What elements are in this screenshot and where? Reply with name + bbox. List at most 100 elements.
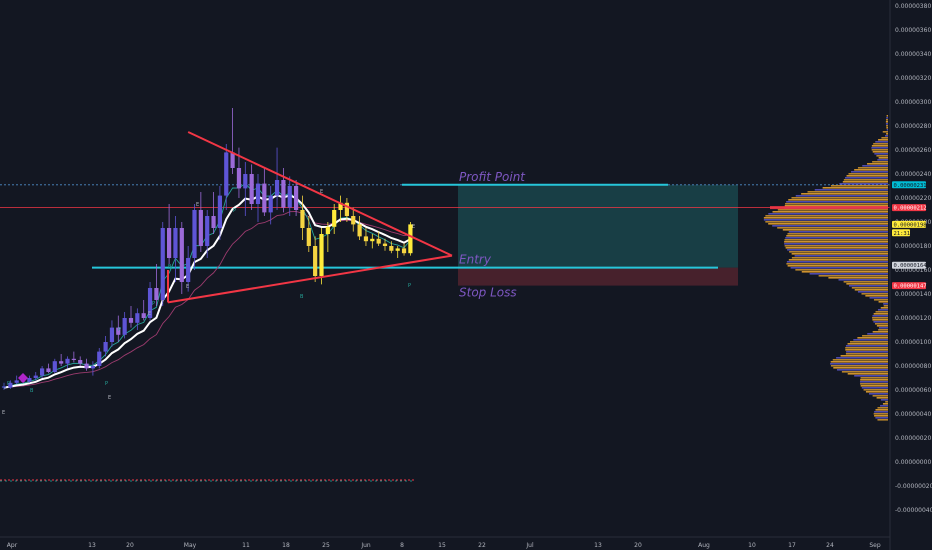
candle-body[interactable] — [395, 248, 400, 251]
volume-profile-bar — [851, 287, 888, 289]
candle-body[interactable] — [217, 195, 222, 228]
candle-body[interactable] — [160, 228, 165, 300]
candle-body[interactable] — [147, 288, 153, 318]
candle-body[interactable] — [186, 258, 191, 282]
candle-body[interactable] — [71, 358, 76, 360]
candle-body[interactable] — [268, 195, 273, 213]
time-tick-label: Jun — [360, 542, 371, 549]
candle-body[interactable] — [376, 238, 381, 244]
volume-profile-bar — [886, 129, 888, 131]
candle-body[interactable] — [198, 210, 203, 246]
price-badge — [892, 181, 926, 189]
volume-profile-bar — [847, 343, 888, 345]
candle-body[interactable] — [255, 183, 261, 204]
candle-body[interactable] — [357, 224, 362, 237]
candle-body[interactable] — [167, 228, 172, 258]
price-tick-label: 0.00000240 — [895, 171, 931, 178]
candle-body[interactable] — [103, 342, 108, 352]
volume-profile-bar — [873, 299, 888, 301]
profit-point-label: Profit Point — [459, 170, 526, 184]
candle-body[interactable] — [65, 358, 70, 364]
candles[interactable] — [1, 108, 413, 390]
candle-body[interactable] — [281, 180, 286, 208]
price-badge-label: 0.00000198 — [894, 222, 927, 228]
candle-body[interactable] — [382, 243, 388, 246]
candle-body[interactable] — [116, 327, 121, 335]
candle-body[interactable] — [78, 360, 83, 364]
candle-body[interactable] — [243, 174, 248, 189]
time-tick-label: 20 — [634, 542, 642, 549]
candle-body[interactable] — [274, 180, 280, 196]
volume-profile-bar — [886, 117, 888, 119]
candle-body[interactable] — [300, 210, 305, 228]
candle-body[interactable] — [59, 361, 64, 364]
candle-body[interactable] — [33, 375, 38, 378]
candle-body[interactable] — [262, 183, 267, 213]
diamond-icon — [18, 373, 28, 383]
candle-body[interactable] — [135, 313, 140, 323]
candle-body[interactable] — [249, 174, 254, 204]
candle-body[interactable] — [27, 378, 32, 382]
candle-body[interactable] — [344, 202, 349, 216]
price-badge — [892, 229, 910, 237]
volume-profile-bar — [830, 365, 888, 367]
price-badge — [892, 282, 926, 290]
candle-body[interactable] — [408, 224, 413, 254]
candle-body[interactable] — [1, 386, 7, 388]
candle-body[interactable] — [205, 216, 210, 246]
candle-body[interactable] — [179, 228, 184, 282]
candle-body[interactable] — [319, 234, 324, 276]
candle-body[interactable] — [14, 380, 19, 383]
volume-profile-bar — [794, 255, 888, 257]
candle-body[interactable] — [230, 152, 235, 168]
candle-body[interactable] — [141, 313, 146, 318]
candle-body[interactable] — [236, 168, 242, 189]
candle-body[interactable] — [154, 288, 159, 300]
candle-body[interactable] — [211, 216, 216, 228]
volume-profile-bar — [872, 319, 888, 321]
candle-body[interactable] — [294, 186, 299, 210]
time-tick-label: Jul — [525, 542, 534, 549]
volume-profile-bar — [875, 141, 888, 143]
candle-body[interactable] — [363, 236, 369, 242]
candle-body[interactable] — [370, 238, 375, 242]
volume-profile-bar — [865, 391, 888, 393]
time-tick-label: Sep — [869, 542, 881, 549]
volume-profile-bar — [846, 351, 888, 353]
volume-profile-bar — [854, 375, 888, 377]
candle-body[interactable] — [52, 361, 57, 372]
time-axis[interactable]: Apr 13 20 May 11 18 25 Jun 8 15 22 Jul 13 20 Aug 10 17 24… — [0, 536, 890, 549]
candle-body[interactable] — [46, 368, 51, 372]
candle-body[interactable] — [128, 318, 134, 323]
candle-body[interactable] — [325, 226, 330, 234]
candle-body[interactable] — [97, 351, 102, 366]
volume-profile-bar — [787, 249, 888, 251]
volume-profile-bar — [853, 339, 888, 341]
volume-profile-bar — [877, 309, 888, 311]
candle-body[interactable] — [90, 366, 95, 369]
candle-body[interactable] — [192, 210, 197, 258]
candle-body[interactable] — [389, 246, 394, 251]
candle-body[interactable] — [122, 318, 127, 335]
candle-body[interactable] — [351, 216, 356, 225]
candle-body[interactable] — [173, 228, 178, 258]
candle-body[interactable] — [401, 248, 407, 254]
candle-body[interactable] — [84, 363, 89, 369]
triangle-lower-line — [167, 254, 453, 304]
candle-body[interactable] — [40, 368, 45, 376]
price-badge-label: 0.00000164 — [894, 263, 928, 269]
candle-body[interactable] — [313, 246, 318, 276]
candle-body[interactable] — [338, 202, 343, 210]
candle-body[interactable] — [8, 382, 13, 388]
candle-body[interactable] — [224, 152, 229, 196]
candle-body[interactable] — [332, 210, 337, 227]
price-tick-label: 0.00000300 — [895, 99, 931, 106]
volume-profile-bar — [872, 317, 888, 319]
candle-body[interactable] — [306, 228, 311, 246]
candle-body[interactable] — [109, 327, 115, 342]
volume-profile-bar — [788, 199, 888, 201]
candle-body[interactable] — [287, 186, 292, 208]
volume-profile-bar — [867, 163, 888, 165]
